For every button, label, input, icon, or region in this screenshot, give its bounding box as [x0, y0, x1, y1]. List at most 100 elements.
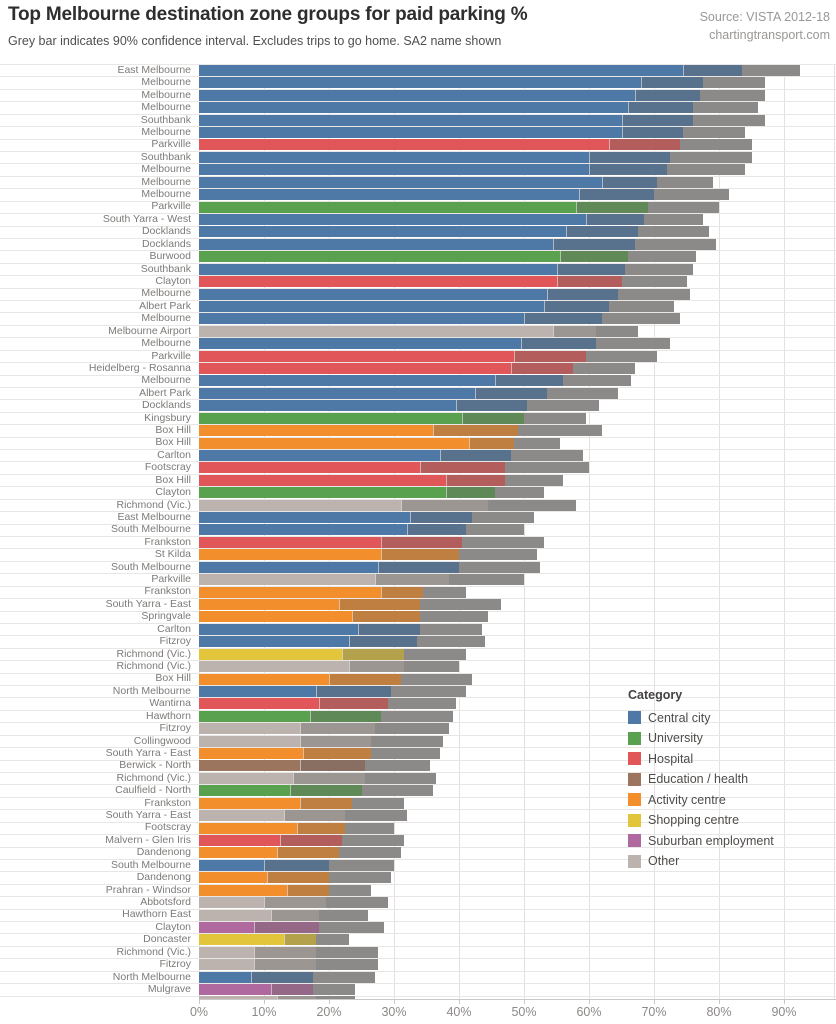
legend-item-university[interactable]: University	[628, 731, 774, 745]
row-bar-South Melbourne[interactable]	[199, 561, 459, 573]
row-bar-Richmond (Vic.)[interactable]	[199, 661, 404, 673]
row-bar-Frankston[interactable]	[199, 586, 424, 598]
row-bar-Melbourne[interactable]	[199, 338, 596, 350]
row-bar-Mulgrave[interactable]	[199, 984, 313, 995]
ci-bar-lower	[267, 872, 331, 884]
row-bar-St Kilda[interactable]	[199, 549, 459, 561]
row-bar-Albert Park[interactable]	[199, 387, 547, 399]
chart-subtitle: Grey bar indicates 90% confidence interv…	[8, 34, 502, 48]
row-bar-South Melbourne[interactable]	[199, 524, 466, 536]
row-bar-Docklands[interactable]	[199, 400, 528, 412]
row-bar-Melbourne[interactable]	[199, 375, 563, 387]
legend-item-other[interactable]: Other	[628, 854, 774, 868]
row-separator	[0, 685, 836, 686]
row-bar-Parkville[interactable]	[199, 139, 680, 151]
legend-item-central-city[interactable]: Central city	[628, 711, 774, 725]
row-bar-East Melbourne[interactable]	[199, 64, 742, 76]
row-bar-Frankston[interactable]	[199, 536, 463, 548]
row-bar-Box Hill[interactable]	[199, 425, 518, 437]
row-bar-Collingwood[interactable]	[199, 735, 372, 747]
row-bar-Richmond (Vic.)[interactable]	[199, 499, 489, 511]
legend-item-suburban-employment[interactable]: Suburban employment	[628, 834, 774, 848]
row-bar-Melbourne[interactable]	[199, 89, 700, 101]
row-bar-Docklands[interactable]	[199, 238, 635, 250]
row-bar-Dandenong[interactable]	[199, 872, 329, 884]
row-label: Melbourne	[141, 125, 191, 138]
row-bar-Burwood[interactable]	[199, 251, 628, 263]
row-bar-Caulfield - North[interactable]	[199, 785, 362, 797]
ci-bar-upper	[693, 114, 765, 126]
row-bar-Box Hill[interactable]	[199, 437, 515, 449]
row-separator	[0, 76, 836, 78]
ci-bar-lower	[293, 772, 366, 784]
row-bar-Footscray[interactable]	[199, 462, 505, 474]
row-separator	[0, 672, 836, 674]
row-bar-Box Hill[interactable]	[199, 474, 505, 486]
row-bar-Clayton[interactable]	[199, 921, 320, 933]
row-bar-Frankston[interactable]	[199, 797, 352, 809]
row-bar-Melbourne[interactable]	[199, 127, 684, 138]
row-bar-Clayton[interactable]	[199, 276, 622, 287]
row-bar-Melbourne[interactable]	[199, 77, 703, 89]
row-bar-Dandenong[interactable]	[199, 847, 339, 859]
ci-bar-lower	[410, 512, 474, 523]
row-bar-Southbank[interactable]	[199, 263, 625, 275]
row-bar-clipped[interactable]	[199, 996, 316, 999]
row-bar-Melbourne[interactable]	[199, 176, 658, 188]
row-bar-Carlton[interactable]	[199, 449, 511, 461]
row-bar-Southbank[interactable]	[199, 151, 671, 163]
row-label: Caulfield - North	[115, 784, 191, 797]
row-bar-Melbourne[interactable]	[199, 102, 693, 114]
row-bar-Footscray[interactable]	[199, 822, 346, 834]
row-bar-Hawthorn East[interactable]	[199, 909, 320, 921]
row-separator	[0, 585, 836, 587]
row-bar-Carlton[interactable]	[199, 623, 420, 635]
row-bar-Box Hill[interactable]	[199, 673, 401, 685]
row-bar-Clayton[interactable]	[199, 487, 495, 499]
legend-item-hospital[interactable]: Hospital	[628, 752, 774, 766]
row-bar-Albert Park[interactable]	[199, 300, 609, 312]
row-bar-Abbotsford[interactable]	[199, 897, 326, 908]
row-bar-Melbourne[interactable]	[199, 288, 619, 300]
row-bar-Fitzroy[interactable]	[199, 959, 316, 971]
row-bar-Hawthorn[interactable]	[199, 710, 381, 722]
row-bar-South Yarra - West[interactable]	[199, 213, 645, 225]
row-bar-North Melbourne[interactable]	[199, 971, 313, 983]
row-bar-Parkville[interactable]	[199, 574, 450, 586]
row-bar-Parkville[interactable]	[199, 350, 586, 362]
gridline-70%	[654, 64, 655, 999]
row-bar-South Yarra - East[interactable]	[199, 810, 346, 822]
row-bar-Doncaster[interactable]	[199, 934, 316, 946]
row-bar-Wantirna[interactable]	[199, 698, 388, 710]
row-bar-Melbourne[interactable]	[199, 189, 654, 201]
row-bar-Melbourne[interactable]	[199, 313, 602, 325]
row-bar-Richmond (Vic.)[interactable]	[199, 648, 404, 660]
row-bar-Malvern - Glen Iris[interactable]	[199, 834, 342, 846]
ci-bar-lower	[641, 77, 704, 89]
row-bar-Melbourne[interactable]	[199, 164, 667, 176]
row-bar-Prahran - Windsor[interactable]	[199, 884, 329, 896]
row-bar-Parkville[interactable]	[199, 201, 648, 213]
row-bar-Melbourne Airport[interactable]	[199, 325, 596, 337]
row-bar-Docklands[interactable]	[199, 226, 638, 238]
row-bar-Richmond (Vic.)[interactable]	[199, 946, 316, 958]
row-bar-Springvale[interactable]	[199, 611, 420, 623]
row-bar-South Yarra - East[interactable]	[199, 599, 420, 610]
row-bar-Richmond (Vic.)[interactable]	[199, 772, 365, 784]
row-bar-Heidelberg - Rosanna[interactable]	[199, 363, 573, 374]
row-bar-Kingsbury[interactable]	[199, 412, 524, 424]
row-label: Clayton	[155, 920, 191, 933]
row-label: East Melbourne	[117, 64, 191, 76]
ci-bar-lower	[254, 959, 318, 971]
row-bar-Fitzroy[interactable]	[199, 723, 375, 735]
row-bar-South Yarra - East[interactable]	[199, 748, 372, 759]
row-bar-North Melbourne[interactable]	[199, 685, 391, 697]
row-separator	[0, 536, 836, 537]
row-bar-Berwick - North[interactable]	[199, 760, 365, 772]
row-bar-East Melbourne[interactable]	[199, 512, 472, 523]
legend-item-shopping-centre[interactable]: Shopping centre	[628, 813, 774, 827]
row-bar-Fitzroy[interactable]	[199, 636, 417, 648]
legend-item-activity-centre[interactable]: Activity centre	[628, 793, 774, 807]
legend-item-education-health[interactable]: Education / health	[628, 772, 774, 786]
row-bar-Southbank[interactable]	[199, 114, 693, 126]
